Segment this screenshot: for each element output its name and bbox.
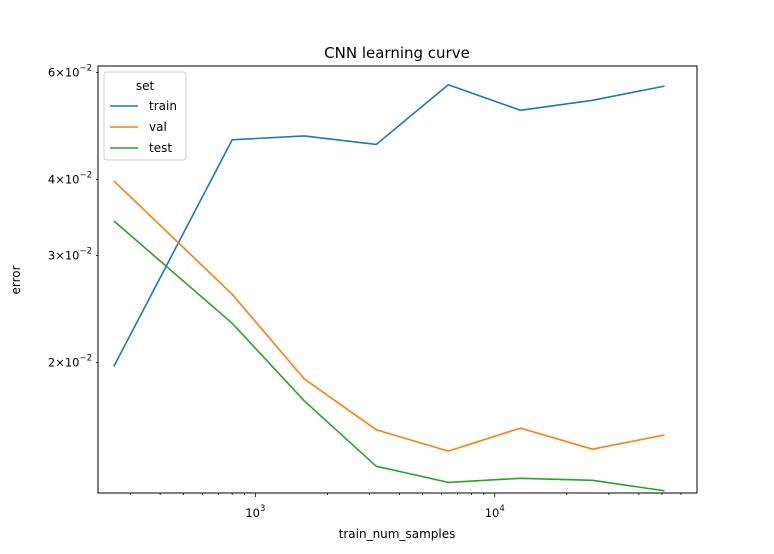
chart-title: CNN learning curve: [324, 44, 470, 62]
y-axis-label: error: [9, 265, 23, 294]
legend-entries: train val test: [110, 99, 177, 155]
y-tick-label: 2×10−2: [48, 354, 92, 370]
y-tick-label: 3×10−2: [48, 246, 92, 262]
y-axis: 2×10−2 3×10−2 4×10−2 6×10−2: [48, 64, 98, 370]
series-line-test: [113, 220, 665, 492]
y-tick-label: 6×10−2: [48, 64, 92, 80]
legend-label-train: train: [149, 99, 177, 113]
x-tick-label: 104: [485, 504, 505, 520]
x-axis: 103 104: [129, 493, 682, 520]
x-tick-label: 103: [245, 504, 265, 520]
legend-label-val: val: [149, 120, 167, 134]
legend: set train val test: [103, 71, 187, 161]
legend-title: set: [136, 79, 155, 93]
series-line-val: [113, 180, 665, 452]
y-tick-label: 4×10−2: [48, 171, 92, 187]
x-axis-label: train_num_samples: [339, 527, 456, 541]
series-layer: [113, 83, 665, 492]
legend-box: [103, 71, 187, 161]
series-line-train: [113, 83, 665, 367]
plot-area: [97, 65, 698, 494]
legend-label-test: test: [149, 141, 172, 155]
